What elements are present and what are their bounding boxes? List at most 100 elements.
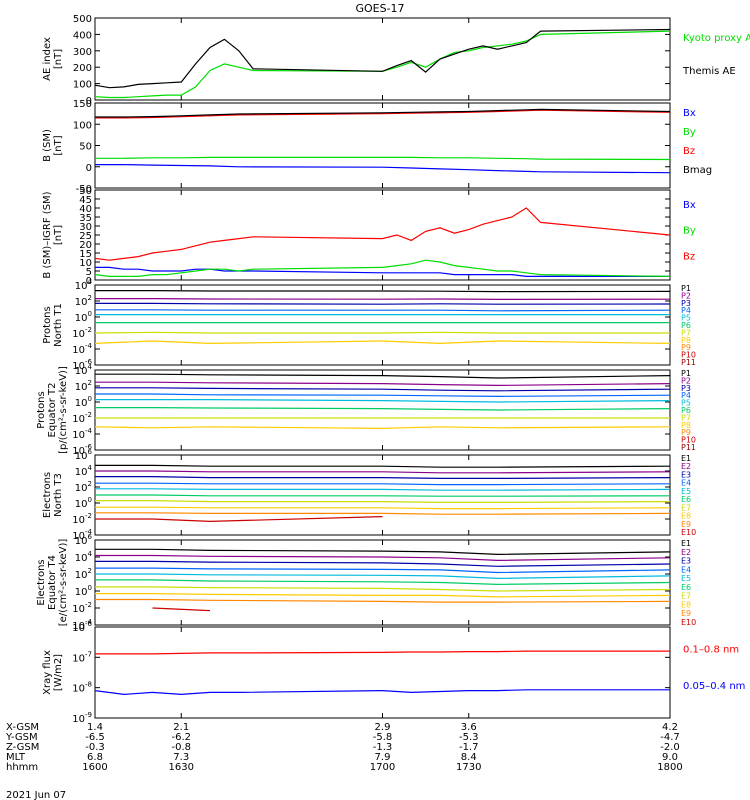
x-axis-table: X-GSM 1.4 2.1 2.9 3.6 4.2 Y-GSM -6.5 -6.2 -5.8 -5.… [5,722,683,773]
series-line-e5 [95,573,671,580]
x-row-value: 1.4 [87,722,103,733]
legend-entry: P4 [681,391,691,400]
y-axis-label: Xray flux[W/m2] [42,650,64,695]
y-tick-label: 10-7 [72,650,92,664]
x-row-label: Y-GSM [5,732,38,743]
legend-entry: E1 [681,454,691,463]
x-row-value: -2.0 [660,742,680,753]
legend-entry: E10 [681,528,696,537]
x-row-value: 1700 [370,762,395,773]
x-row-value: 9.0 [662,752,678,763]
y-tick-label: 10-4 [72,427,92,441]
y-tick-label: 20 [79,240,92,251]
legend-entry: P1 [681,284,691,293]
series-line-e10 [153,604,498,611]
y-tick-label: 106 [75,533,93,547]
legend-entry: E1 [681,539,691,548]
legend-entry: Bx [683,108,696,119]
x-row-value: 1600 [82,762,107,773]
y-tick-label: 300 [73,47,92,58]
legend-entry: E9 [681,520,691,529]
y-tick-label: 10-2 [72,512,92,526]
y-tick-label: 10-2 [72,601,92,615]
legend-entry: 0.1–0.8 nm [683,644,739,655]
series-line-e8 [95,506,671,510]
series-line-e10 [95,517,670,522]
legend-entry: P3 [681,299,691,308]
date-label: 2021 Jun 07 [6,790,66,800]
x-row-label: MLT [6,752,26,763]
legend-entry: E3 [681,470,691,479]
legend: Kyoto proxy AE Themis AE [682,33,750,77]
x-row-value: -6.5 [85,732,105,743]
y-tick-label: 100 [75,310,92,324]
y-tick-label: 106 [75,448,93,462]
legend: 0.1–0.8 nm 0.05–0.4 nm [683,644,745,691]
legend-entry: E10 [681,618,696,627]
legend-entry: P9 [681,343,691,352]
series-line-e6 [95,494,671,497]
y-tick-label: 102 [75,480,92,494]
x-row-value: 2.1 [173,722,189,733]
y-tick-label: 10-8 [72,681,92,695]
y-tick-label: 15 [79,249,92,260]
x-row-value: 2.9 [375,722,391,733]
x-row-value: 7.9 [375,752,391,763]
series-line-p8 [94,426,671,430]
series-line-kyoto-proxy-ae [94,30,671,99]
series-line-p4 [95,309,671,312]
series-line-bx [95,164,671,174]
legend-entry: P10 [681,436,696,445]
legend-entry: E2 [681,462,691,471]
legend-entry: P7 [681,328,691,337]
series-line-bx [95,266,670,277]
y-axis-label: ProtonsEquator T2[p/(cm²-s-sr-keV)] [36,366,69,454]
x-row-value: 1630 [169,762,194,773]
series-line-e9 [95,512,671,515]
legend-entry: P8 [681,336,691,345]
legend-entry: Bz [683,251,695,262]
x-row-value: -5.3 [459,732,479,743]
series-line-p6 [95,407,671,411]
legend-entry: E9 [681,609,691,618]
x-row-value: -1.3 [373,742,393,753]
y-tick-label: 500 [73,14,92,25]
legend-entry: P2 [681,291,691,300]
series-line-e6 [95,579,671,586]
y-tick-label: 100 [73,80,92,91]
legend-entry: P8 [681,421,691,430]
y-axis-label: AE index[nT] [42,37,64,81]
series-line-bmag [95,108,671,118]
legend-entry: Kyoto proxy AE [683,33,750,44]
x-row-value: -5.8 [373,732,393,743]
x-row-value: -0.8 [171,742,191,753]
y-tick-label: 100 [75,496,92,510]
y-tick-label: -50 [76,184,92,195]
y-tick-label: 104 [75,550,93,564]
legend-entry: E7 [681,503,691,512]
series-line-by [95,156,671,161]
legend-entry: E5 [681,574,691,583]
legend-entry: E2 [681,548,691,557]
y-tick-label: 100 [73,120,92,131]
y-tick-label: 104 [75,363,93,377]
x-row-value: 6.8 [87,752,103,763]
legend-entry: E6 [681,583,691,592]
legend-entry: P7 [681,413,691,422]
legend: Bx By Bz [683,200,696,262]
series-line-p4 [95,393,671,398]
y-tick-label: 200 [73,63,92,74]
series-line-e8 [95,593,671,598]
series-line-e3 [95,560,671,567]
legend-entry: E3 [681,557,691,566]
legend-entry: P10 [681,351,696,360]
legend-entry: 0.05–0.4 nm [683,681,745,692]
legend-entry: By [683,127,696,138]
y-tick-label: 30 [79,222,92,233]
legend-entry: Bz [683,146,695,157]
